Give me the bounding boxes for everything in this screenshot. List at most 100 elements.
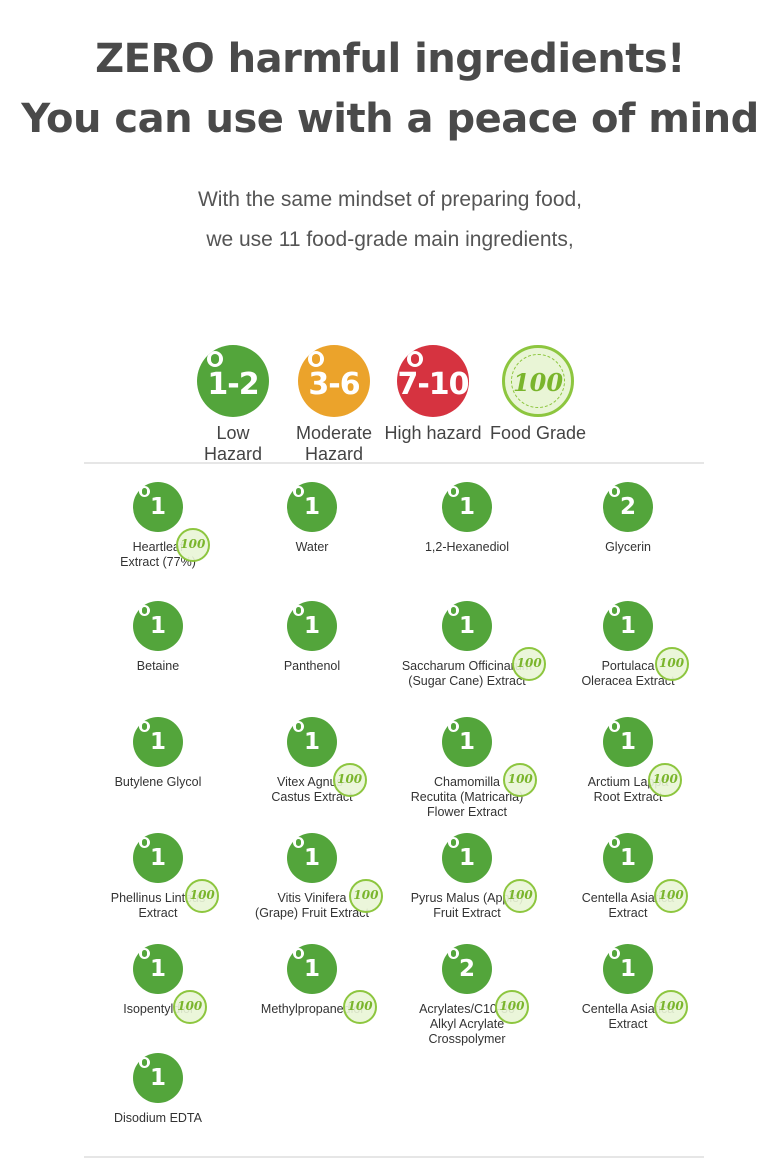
hazard-score: 1 (619, 956, 636, 982)
hazard-score-badge: 1 (133, 944, 183, 994)
hazard-score-badge: 1 (133, 833, 183, 883)
ingredient-item: 1 Arctium Lappa Root Extract 100 (550, 717, 706, 806)
ingredient-name-line: Centella Asiatica (581, 1002, 675, 1016)
safety-icon (293, 486, 304, 497)
hazard-score-badge: 1 (287, 601, 337, 651)
ingredient-item: 1 Saccharum Officinarum (Sugar Cane) Extra… (389, 601, 547, 690)
food-grade-seal-number: 100 (337, 772, 363, 786)
food-grade-seal-number: 100 (347, 999, 373, 1013)
food-grade-seal-number: 100 (658, 999, 684, 1013)
safety-icon (609, 837, 620, 848)
safety-icon (609, 486, 620, 497)
hazard-score: 1 (619, 845, 636, 871)
hazard-score: 1 (303, 845, 320, 871)
food-grade-seal-number: 100 (499, 999, 525, 1013)
legend-high-hazard: 7-10 High hazard (383, 345, 483, 444)
hazard-score: 1 (458, 613, 475, 639)
food-grade-seal-number: 100 (516, 656, 542, 670)
ingredient-name-line: Centella Asiatica (581, 891, 675, 905)
ingredient-name-line: Panthenol (283, 659, 341, 673)
low-hazard-badge: 1-2 (197, 345, 269, 417)
hazard-score: 1 (149, 845, 166, 871)
hazard-score: 2 (458, 956, 475, 982)
ingredient-name-line: Alkyl Acrylate (429, 1017, 505, 1031)
food-grade-seal-icon: 100 (343, 990, 378, 1024)
food-grade-seal-icon: 100 (512, 647, 547, 681)
hazard-score: 2 (619, 494, 636, 520)
moderate-hazard-label-1: Moderate (295, 423, 373, 443)
ingredient-item: 1 Portulaca Oleracea Extract 100 (550, 601, 706, 690)
ingredient-name: Portulaca Oleracea Extract 100 (581, 647, 689, 689)
ingredient-name: Chamomilla Recutita (Matricaria) Flower Ex… (411, 763, 538, 820)
ingredient-name: Isopentyldiol 100 (123, 990, 207, 1024)
ingredient-item: 1 Heartleaf Extract (77%) 100 (80, 482, 236, 571)
ingredient-item: 1 Betaine (80, 601, 236, 675)
food-grade-seal-icon: 100 (654, 990, 689, 1024)
moderate-hazard-label-2: Hazard (304, 444, 364, 464)
safety-icon (308, 351, 324, 367)
hazard-score-badge: 1 (133, 601, 183, 651)
hazard-score-badge: 1 (442, 601, 492, 651)
legend-low-hazard: 1-2 Low Hazard (183, 345, 283, 465)
safety-icon (448, 837, 459, 848)
food-grade-seal-icon: 100 (503, 879, 538, 913)
hazard-score: 1 (458, 729, 475, 755)
ingredient-name-line: Arctium Lappa (587, 775, 669, 789)
food-grade-seal-number: 100 (180, 537, 206, 551)
high-hazard-label: High hazard (384, 423, 482, 443)
safety-icon (139, 721, 150, 732)
hazard-score-badge: 1 (287, 944, 337, 994)
ingredient-name-line: 1,2-Hexanediol (424, 540, 510, 554)
hazard-score-badge: 2 (442, 944, 492, 994)
ingredient-item: 2 Glycerin (550, 482, 706, 556)
food-grade-seal-number: 100 (659, 656, 685, 670)
hazard-score-badge: 1 (287, 482, 337, 532)
ingredient-name: Saccharum Officinarum (Sugar Cane) Extrac… (402, 647, 547, 689)
divider-bottom (84, 1156, 704, 1158)
high-hazard-badge: 7-10 (397, 345, 469, 417)
ingredient-name-line: Vitex Agnus- (277, 775, 347, 789)
safety-icon (609, 948, 620, 959)
subtitle-line-2: we use 11 food-grade main ingredients, (206, 228, 574, 251)
ingredient-item: 1 Butylene Glycol (80, 717, 236, 791)
ingredient-name: Butylene Glycol (115, 775, 202, 790)
ingredient-name: Centella Asiatica Extract 100 (581, 879, 689, 921)
ingredient-name-line: Extract (608, 1017, 648, 1031)
hazard-score-badge: 1 (133, 1053, 183, 1103)
ingredient-name-line: Extract (77%) (120, 555, 196, 569)
low-hazard-label-1: Low (216, 423, 250, 443)
ingredient-name-line: Methylpropanediol (260, 1002, 364, 1016)
food-grade-label: Food Grade (489, 423, 587, 443)
ingredient-name: Phellinus Linteus Extract 100 (111, 879, 220, 921)
ingredient-item: 1 Panthenol (234, 601, 390, 675)
hazard-score: 1 (149, 613, 166, 639)
ingredient-name-line: Extract (608, 906, 648, 920)
ingredient-name: Arctium Lappa Root Extract 100 (587, 763, 683, 805)
ingredient-name-line: (Grape) Fruit Extract (255, 906, 369, 920)
hazard-score-badge: 1 (442, 482, 492, 532)
safety-icon (448, 721, 459, 732)
ingredient-item: 1 Isopentyldiol 100 (80, 944, 236, 1024)
safety-icon (293, 605, 304, 616)
food-grade-seal-icon: 100 (332, 763, 367, 797)
ingredient-name: Glycerin (605, 540, 651, 555)
ingredient-name-line: Glycerin (605, 540, 651, 554)
hazard-score-badge: 1 (287, 833, 337, 883)
hazard-score: 1 (149, 956, 166, 982)
hazard-score-badge: 1 (133, 717, 183, 767)
safety-icon (407, 351, 423, 367)
food-grade-seal-number: 100 (177, 999, 203, 1013)
safety-icon (448, 486, 459, 497)
food-grade-seal-number: 100 (652, 772, 678, 786)
safety-icon (207, 351, 223, 367)
hazard-score: 1 (458, 845, 475, 871)
ingredient-name-line: Chamomilla (434, 775, 500, 789)
hazard-score: 1 (149, 1065, 166, 1091)
hazard-score: 1 (303, 956, 320, 982)
ingredient-item: 1 Vitis Vinifera (Grape) Fruit Extract 100 (234, 833, 390, 922)
food-grade-seal-icon: 100 (494, 990, 529, 1024)
ingredient-item: 1 Pyrus Malus (Apple) Fruit Extract 100 (389, 833, 545, 922)
ingredient-name-line: Root Extract (593, 790, 663, 804)
ingredient-name: Methylpropanediol 100 (260, 990, 378, 1024)
food-grade-seal-number: 100 (507, 888, 533, 902)
